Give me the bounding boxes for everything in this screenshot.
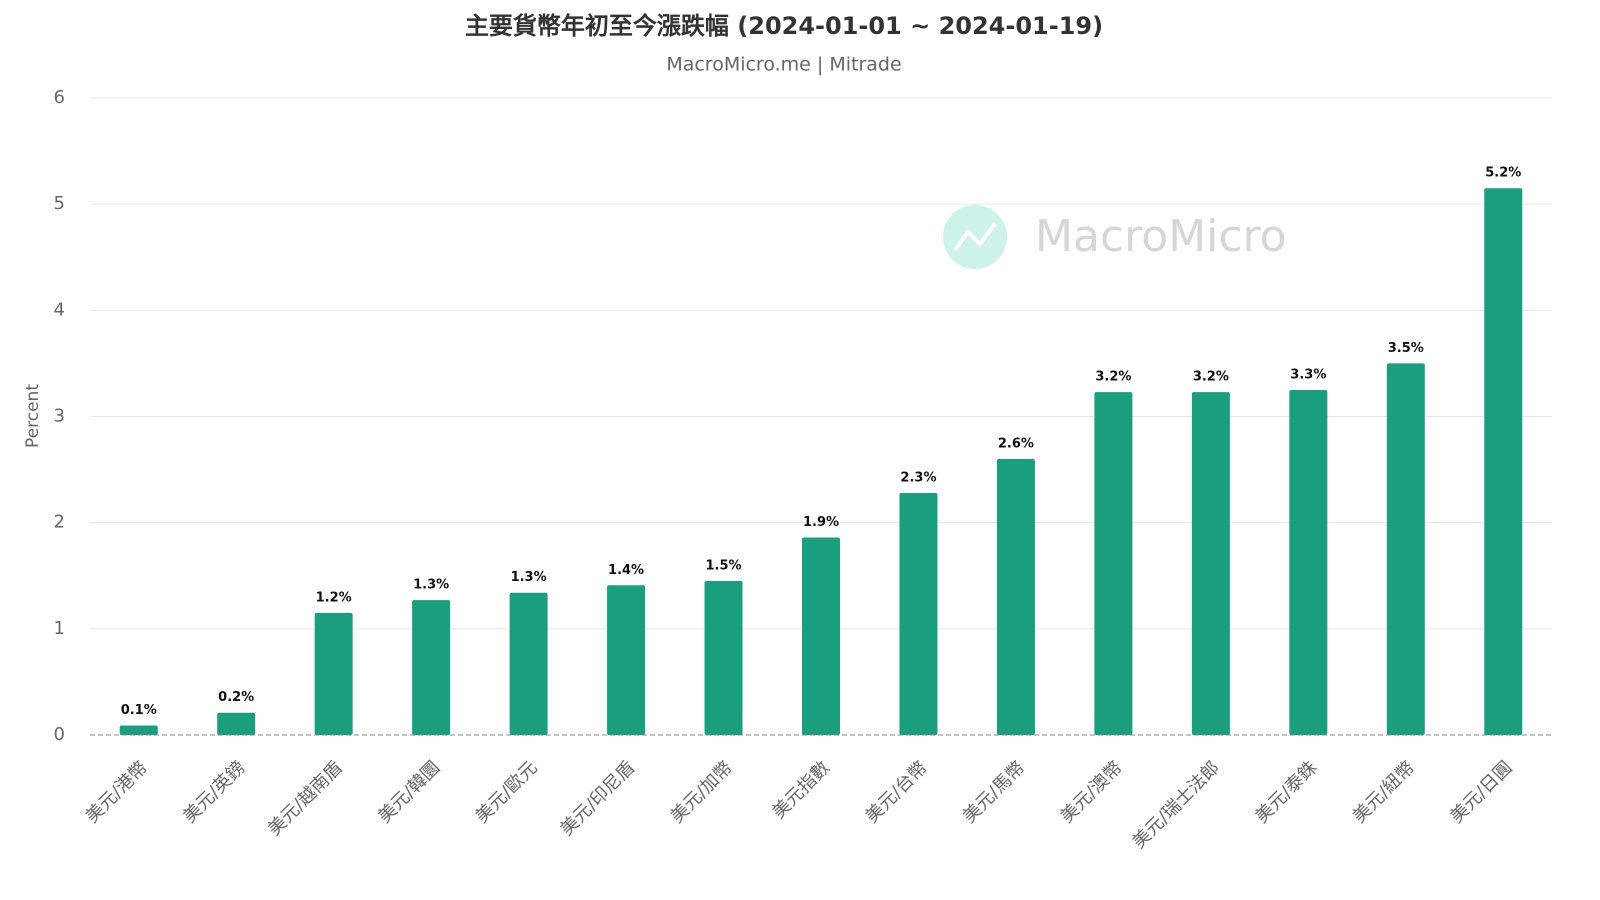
bar — [412, 600, 451, 735]
y-tick-label: 2 — [54, 512, 65, 533]
data-label: 0.2% — [218, 690, 254, 705]
x-tick-label: 美元/英鎊 — [179, 757, 249, 827]
bar — [1094, 392, 1133, 735]
y-tick-label: 6 — [54, 87, 65, 108]
bar — [217, 712, 256, 735]
bar — [1191, 392, 1230, 735]
data-label: 3.3% — [1290, 367, 1326, 382]
data-label: 3.2% — [1095, 370, 1131, 385]
bar — [899, 492, 938, 735]
data-label: 1.5% — [706, 559, 742, 574]
y-tick-label: 3 — [54, 406, 65, 427]
bar — [607, 585, 646, 735]
watermark: MacroMicro — [1035, 211, 1287, 262]
bar — [1484, 188, 1523, 735]
bar — [119, 725, 158, 735]
x-tick-label: 美元/泰銖 — [1251, 757, 1321, 827]
data-label: 0.1% — [121, 703, 157, 718]
data-label: 1.3% — [413, 578, 449, 593]
watermark-icon-line — [953, 222, 997, 252]
x-tick-label: 美元/加幣 — [667, 757, 737, 827]
data-label: 3.5% — [1388, 341, 1424, 356]
x-tick-label: 美元/港幣 — [82, 757, 152, 827]
bar — [509, 592, 548, 735]
x-tick-label: 美元/越南盾 — [264, 757, 347, 840]
data-label: 2.3% — [900, 470, 936, 485]
x-tick-label: 美元/韓圜 — [374, 757, 444, 827]
bar — [996, 458, 1035, 735]
bar — [1386, 363, 1425, 735]
watermark-group: MacroMicro — [943, 205, 1287, 269]
bar — [1289, 389, 1328, 735]
bar — [314, 612, 353, 735]
data-label: 1.3% — [511, 570, 547, 585]
data-label: 1.2% — [316, 590, 352, 605]
chart-subtitle: MacroMicro.me | Mitrade — [666, 54, 901, 76]
y-tick-label: 1 — [54, 618, 65, 639]
x-tick-label: 美元/歐元 — [472, 757, 542, 827]
data-label: 5.2% — [1485, 166, 1521, 181]
bar — [802, 537, 840, 735]
y-tick-label: 5 — [54, 193, 65, 214]
x-tick-label: 美元/日圓 — [1446, 757, 1516, 827]
x-tick-label: 美元/台幣 — [861, 757, 931, 827]
data-label: 3.2% — [1193, 370, 1229, 385]
data-label: 1.9% — [803, 515, 839, 530]
y-tick-label: 4 — [54, 299, 65, 320]
data-label: 2.6% — [998, 436, 1034, 451]
y-axis-label: Percent — [23, 384, 43, 448]
data-label: 1.4% — [608, 563, 644, 578]
x-tick-label: 美元/澳幣 — [1056, 757, 1126, 827]
x-tick-label: 美元指數 — [768, 757, 834, 823]
chart-title: 主要貨幣年初至今漲跌幅 (2024-01-01 ~ 2024-01-19) — [465, 12, 1103, 40]
bar — [704, 581, 743, 735]
x-tick-label: 美元/馬幣 — [959, 757, 1029, 827]
x-tick-label: 美元/瑞士法郎 — [1128, 757, 1224, 853]
x-tick-label: 美元/印尼盾 — [556, 757, 639, 840]
x-tick-label: 美元/紐幣 — [1349, 757, 1419, 827]
y-tick-label: 0 — [54, 724, 65, 745]
